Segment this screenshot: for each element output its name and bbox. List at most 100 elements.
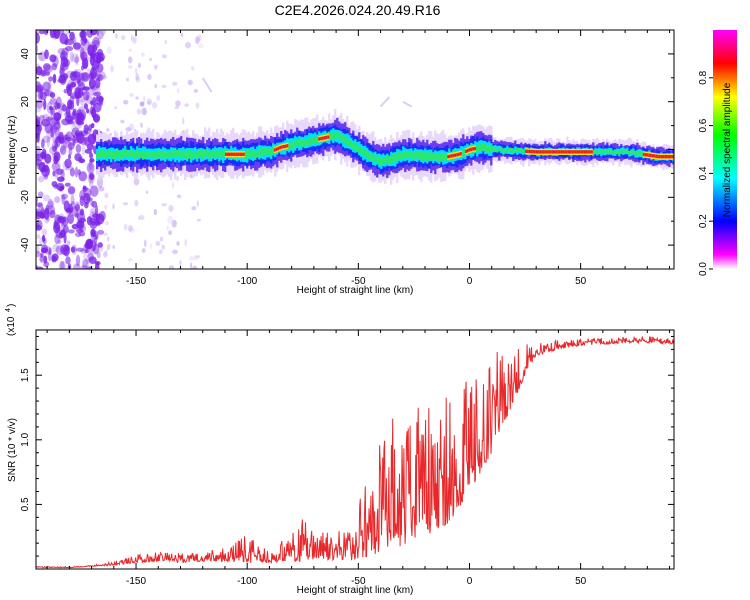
spectrum-cell bbox=[626, 149, 629, 154]
noise-blob bbox=[172, 81, 178, 86]
snr-frame bbox=[35, 329, 675, 570]
strong-segment-core bbox=[447, 154, 450, 159]
strong-segment-core bbox=[546, 150, 549, 154]
spectrum-cell bbox=[406, 152, 409, 159]
spectrum-cell bbox=[162, 151, 165, 160]
noise-blob bbox=[57, 239, 62, 244]
noise-blob bbox=[177, 194, 181, 199]
strong-segment-core bbox=[644, 153, 647, 157]
strong-segment-core bbox=[565, 150, 568, 154]
noise-blob bbox=[140, 101, 145, 106]
spectrum-cell bbox=[368, 152, 371, 161]
strong-segment-core bbox=[321, 136, 324, 140]
noise-blob bbox=[112, 245, 115, 249]
noise-blob bbox=[83, 103, 89, 110]
noise-blob bbox=[99, 30, 106, 36]
strong-segment-core bbox=[470, 147, 473, 151]
noise-blob bbox=[140, 52, 145, 57]
noise-blob bbox=[79, 195, 85, 207]
strong-segment-core bbox=[224, 152, 227, 156]
noise-blob bbox=[89, 174, 94, 179]
spectrum-cell bbox=[104, 151, 107, 159]
noise-blob bbox=[187, 79, 193, 86]
strong-segment-core bbox=[535, 150, 538, 154]
noise-blob bbox=[53, 196, 62, 203]
noise-blob bbox=[70, 81, 77, 88]
strong-segment-core bbox=[548, 150, 551, 154]
noise-blob bbox=[76, 95, 80, 107]
noise-blob bbox=[56, 176, 65, 182]
noise-blob bbox=[88, 179, 94, 189]
noise-blob bbox=[65, 46, 74, 52]
strong-segment-core bbox=[651, 154, 654, 158]
noise-blob bbox=[52, 73, 57, 84]
spectrum-cell bbox=[520, 148, 523, 153]
noise-blob bbox=[184, 238, 187, 247]
spectrum-cell bbox=[344, 136, 347, 143]
strong-segment-core bbox=[667, 154, 670, 159]
noise-blob bbox=[88, 256, 97, 264]
artifact-streak bbox=[379, 96, 391, 108]
strong-segment-core bbox=[468, 148, 471, 152]
spectrum-cell bbox=[506, 149, 509, 153]
spectrum-cell bbox=[184, 150, 187, 158]
noise-blob bbox=[56, 117, 60, 125]
noise-blob bbox=[56, 122, 62, 132]
spectrum-cell bbox=[218, 151, 221, 157]
spectrum-cell bbox=[596, 151, 599, 155]
spectrum-cell bbox=[498, 148, 501, 152]
noise-blob bbox=[95, 205, 99, 217]
noise-blob bbox=[85, 38, 90, 44]
noise-blob bbox=[89, 50, 95, 60]
strong-segment-core bbox=[648, 153, 651, 157]
spectrum-cell bbox=[404, 150, 407, 158]
noise-blob bbox=[164, 39, 168, 45]
noise-blob bbox=[76, 120, 85, 126]
noise-blob bbox=[86, 68, 92, 74]
noise-blob bbox=[41, 244, 48, 253]
strong-segment-core bbox=[657, 154, 660, 159]
noise-blob bbox=[51, 120, 60, 127]
spectrum-cell bbox=[390, 156, 393, 165]
noise-blob bbox=[84, 193, 89, 198]
spectrogram-y-axis: -40 -20 0 20 40 bbox=[20, 29, 674, 270]
spectrum-cell bbox=[304, 139, 307, 147]
noise-blob bbox=[99, 95, 104, 107]
strong-segment-core bbox=[664, 154, 667, 159]
spectrum-cell bbox=[306, 139, 309, 146]
noise-blob bbox=[193, 88, 198, 93]
noise-blob bbox=[69, 168, 76, 177]
noise-blob bbox=[78, 222, 83, 232]
noise-blob bbox=[96, 30, 100, 36]
strong-segment-core bbox=[653, 154, 656, 158]
noise-blob bbox=[192, 265, 198, 269]
noise-blob bbox=[191, 206, 197, 211]
noise-blob bbox=[161, 244, 165, 250]
spectrum-cell bbox=[148, 151, 151, 158]
strong-segment-core bbox=[539, 150, 542, 154]
noise-blob bbox=[172, 181, 175, 188]
noise-blob bbox=[70, 92, 78, 99]
spectrum-cell bbox=[296, 139, 299, 146]
noise-blob bbox=[127, 224, 133, 232]
spectrum-cell bbox=[436, 154, 439, 161]
artifact-streak bbox=[201, 77, 213, 93]
spectrum-cell bbox=[636, 151, 639, 157]
spectrum-cell bbox=[144, 151, 147, 160]
noise-blob bbox=[88, 110, 93, 116]
colorbar-tick-label: 0.0 bbox=[698, 262, 709, 276]
spectrum-cell bbox=[328, 131, 331, 140]
strong-segment-core bbox=[590, 150, 593, 154]
spectrum-cell bbox=[200, 149, 203, 158]
spectrum-cell bbox=[392, 154, 395, 162]
noise-blob bbox=[78, 106, 87, 111]
x-tick-label: -150 bbox=[126, 576, 146, 587]
strong-segment-core bbox=[671, 154, 674, 159]
noise-blob bbox=[59, 50, 69, 61]
spectrum-cell bbox=[330, 132, 333, 139]
noise-blob bbox=[66, 83, 72, 91]
spectrum-cell bbox=[634, 151, 637, 155]
spectrum-cell bbox=[354, 142, 357, 151]
noise-blob bbox=[132, 36, 137, 44]
strong-segment-core bbox=[450, 154, 453, 158]
